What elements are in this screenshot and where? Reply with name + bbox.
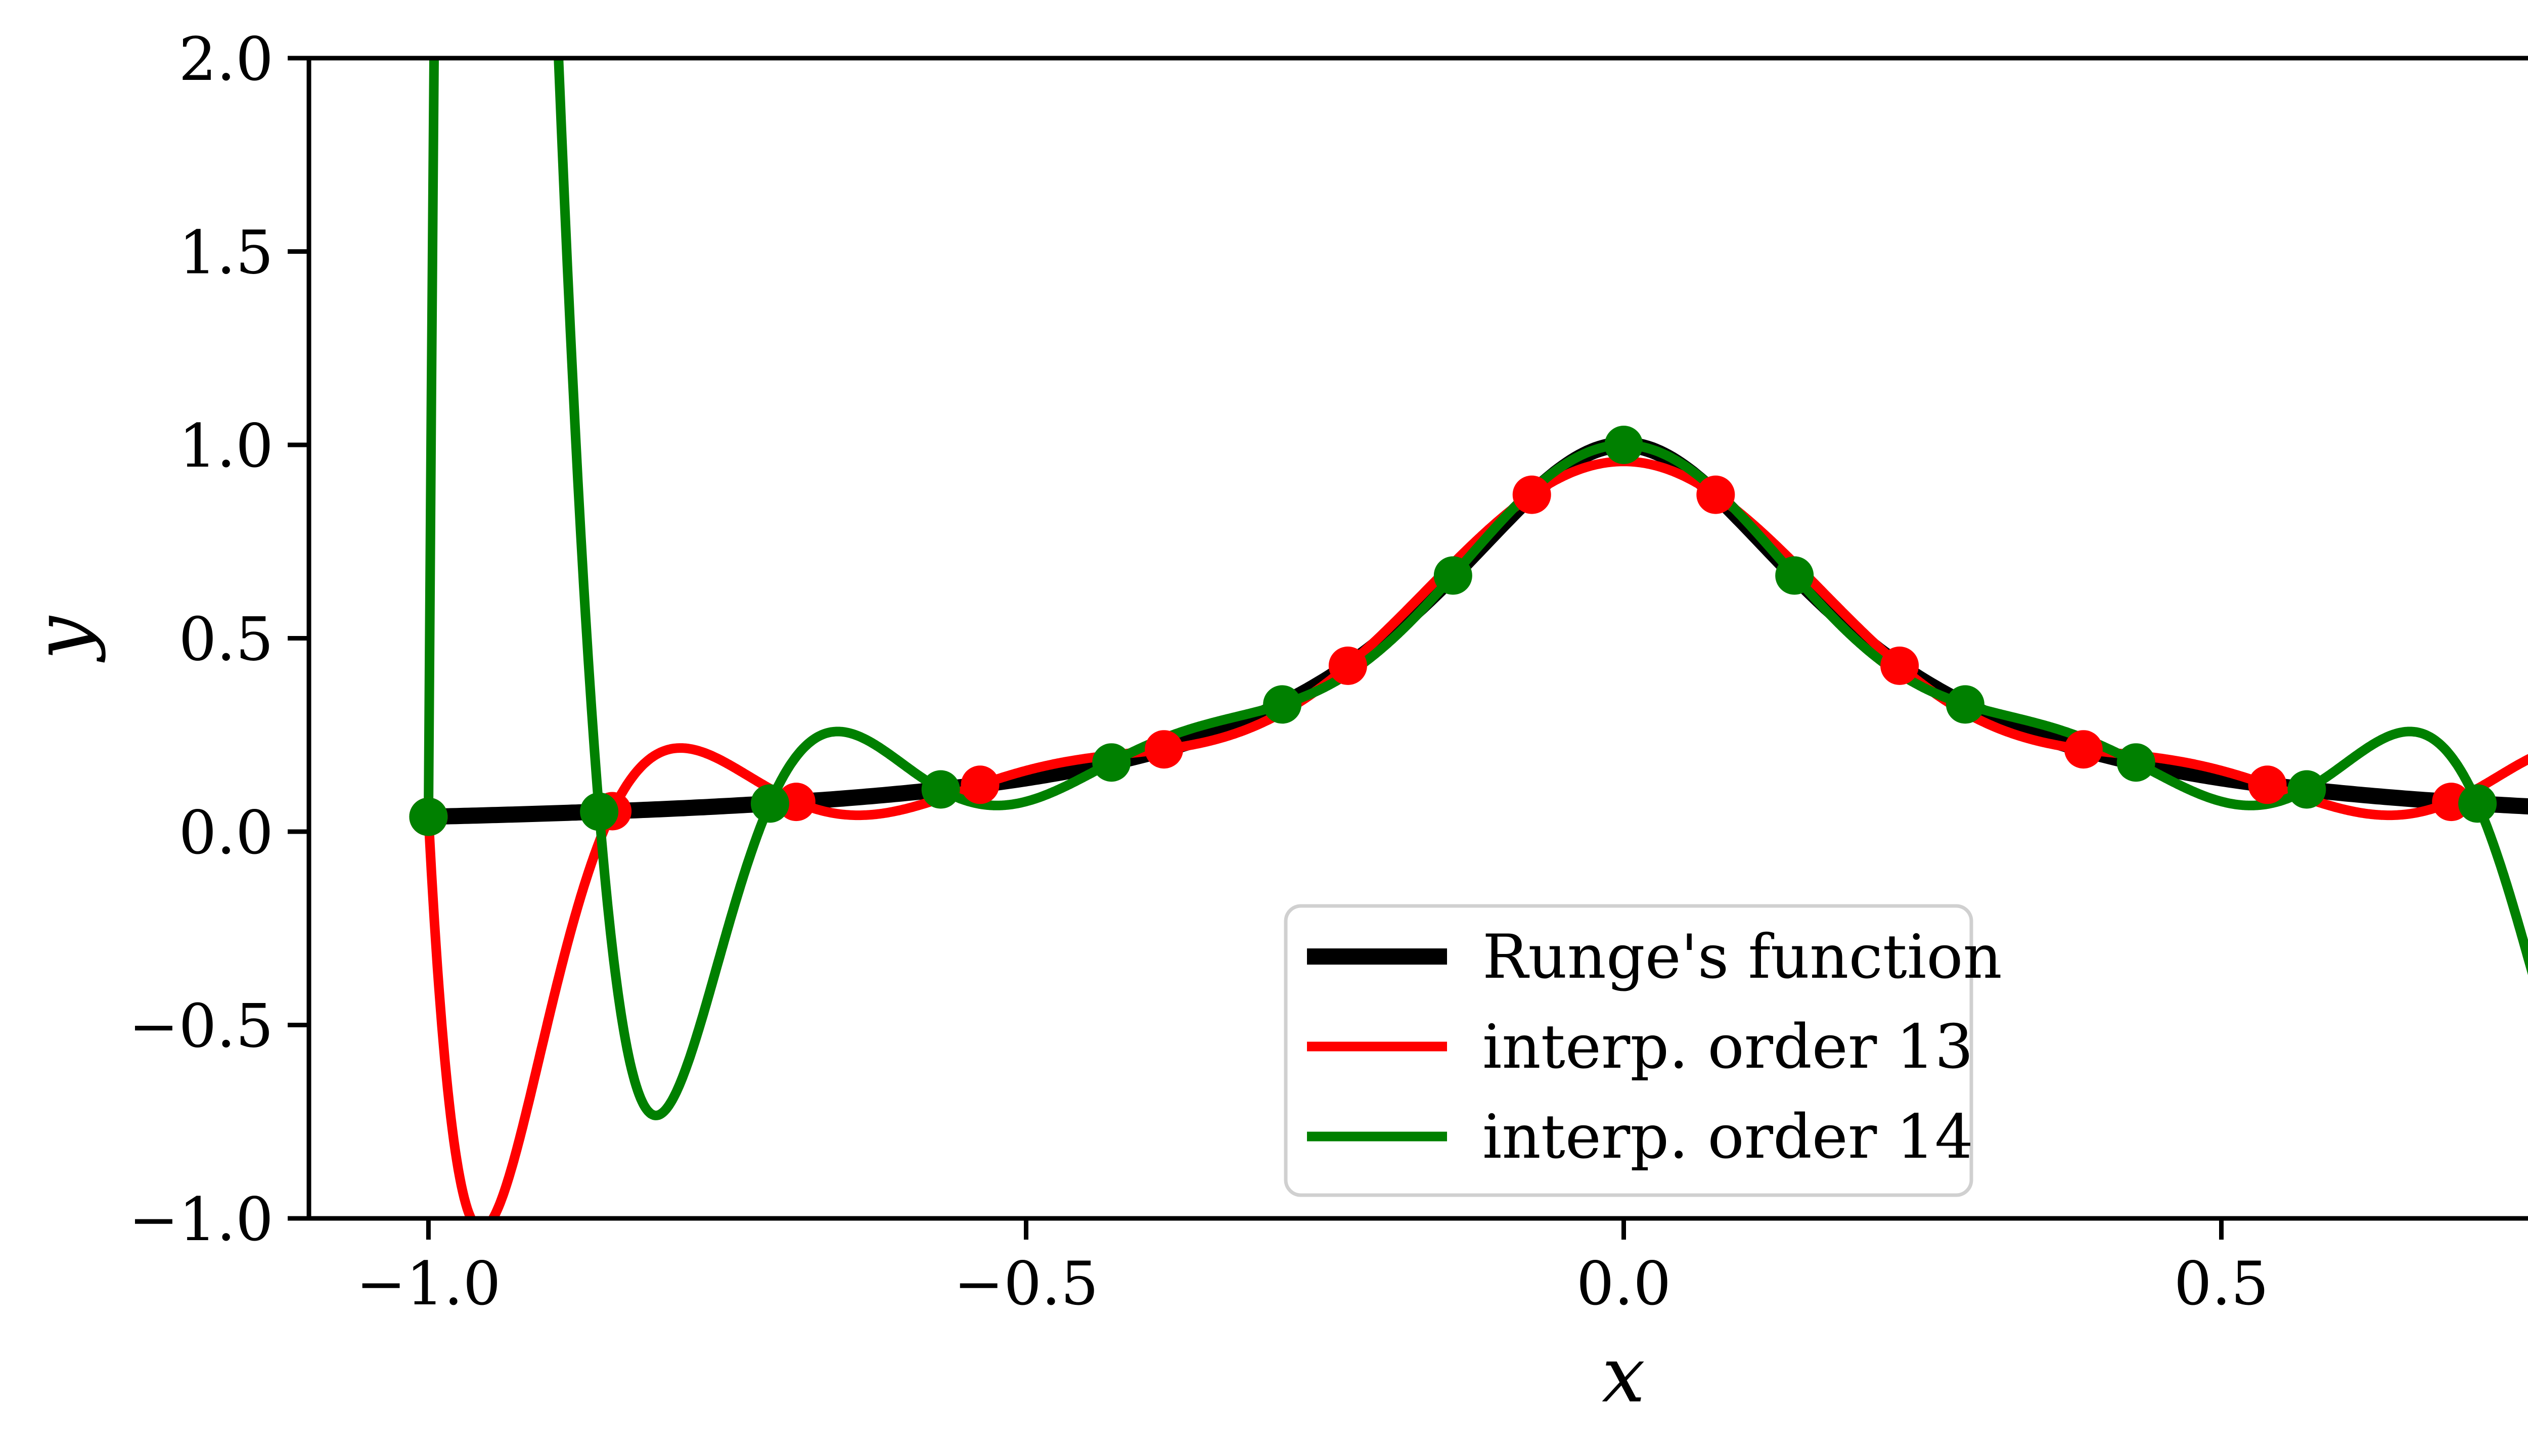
- node-dot: [1946, 685, 1984, 724]
- marker-layer: [409, 426, 2497, 836]
- y-tick-label: −1.0: [128, 1185, 274, 1254]
- legend-box: [1284, 904, 1973, 1197]
- node-dot: [1263, 685, 1302, 724]
- y-tick-label: 1.5: [178, 218, 274, 288]
- node-dot: [1328, 646, 1367, 685]
- node-dot: [750, 784, 789, 823]
- legend: Runge's function interp. order 13 interp. …: [1284, 904, 2002, 1197]
- legend-label: interp. order 13: [1482, 1012, 1973, 1082]
- node-dot: [2287, 770, 2326, 809]
- y-tick-label: 0.5: [178, 605, 274, 674]
- legend-entry-1: interp. order 13: [1307, 1012, 1973, 1082]
- node-dot: [1512, 475, 1551, 514]
- node-dot: [1880, 646, 1919, 685]
- node-dot: [2458, 784, 2497, 823]
- series-curve-0: [424, 437, 2528, 825]
- y-tick-label: −0.5: [128, 991, 274, 1061]
- x-tick-label: 0.0: [1576, 1249, 1672, 1318]
- node-dot: [2064, 730, 2103, 769]
- legend-label: interp. order 14: [1482, 1102, 1973, 1172]
- node-dot: [1145, 730, 1184, 769]
- node-dot: [1775, 556, 1814, 595]
- y-tick-label: 0.0: [178, 798, 274, 868]
- node-dot: [2248, 765, 2287, 804]
- x-axis-ticks: −1.0−0.50.00.51.0: [356, 1218, 2269, 1318]
- legend-entry-0: Runge's function: [1307, 922, 2002, 992]
- y-tick-label: 2.0: [178, 24, 274, 94]
- legend-label: Runge's function: [1482, 922, 2002, 992]
- node-dot: [580, 792, 619, 831]
- node-dot: [921, 770, 960, 809]
- node-dot: [1696, 475, 1735, 514]
- x-axis-label: x: [1602, 1330, 1645, 1420]
- legend-entry-2: interp. order 14: [1307, 1102, 1973, 1172]
- node-dot: [409, 797, 448, 836]
- y-axis-label: y: [17, 615, 107, 663]
- y-tick-label: 1.0: [178, 411, 274, 481]
- y-axis-ticks: −1.0 −0.5 0.0 0.5 1.0 1.5 2.0: [128, 24, 309, 1254]
- x-tick-label: 0.5: [2174, 1249, 2269, 1318]
- node-dot: [1433, 556, 1472, 595]
- x-tick-label: −1.0: [356, 1249, 501, 1318]
- node-dot: [961, 765, 1000, 804]
- node-dot: [2116, 743, 2155, 782]
- node-dots-series-2: [409, 426, 2497, 836]
- node-dot: [1604, 426, 1643, 464]
- x-tick-label: −0.5: [954, 1249, 1099, 1318]
- node-dot: [1092, 743, 1131, 782]
